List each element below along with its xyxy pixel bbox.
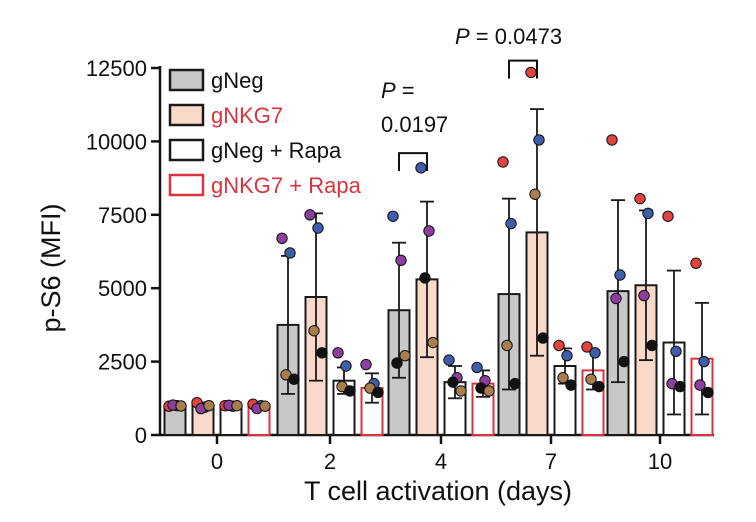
legend-swatch <box>168 138 205 162</box>
p-value-label: P = <box>381 78 415 103</box>
data-point <box>614 269 626 281</box>
p-value-text: = <box>396 78 415 103</box>
p-symbol: P <box>455 24 470 49</box>
data-point <box>537 332 549 344</box>
data-point <box>610 292 622 305</box>
data-point <box>646 339 658 352</box>
y-tick-label: 10000 <box>86 129 147 154</box>
data-point <box>395 254 407 267</box>
data-point <box>581 341 593 353</box>
annotations: P = 0.0197 P = 0.0473 <box>381 24 562 172</box>
y-tick-label: 0 <box>135 423 147 448</box>
data-point <box>259 400 271 412</box>
data-point <box>419 272 431 284</box>
x-axis-title: T cell activation (days) <box>304 476 572 506</box>
data-point <box>497 156 509 168</box>
data-point <box>415 162 427 174</box>
data-point <box>231 399 243 412</box>
data-point <box>561 350 573 362</box>
p-value-number: 0.0197 <box>381 112 448 137</box>
p-symbol: P <box>381 78 396 103</box>
data-point <box>288 373 300 385</box>
bars-layer <box>163 231 714 437</box>
p-value-label: P = 0.0473 <box>455 24 562 49</box>
legend-swatch <box>168 68 205 92</box>
data-point <box>509 377 521 390</box>
legend: gNeg gNKG7 gNeg + Rapa gNKG7 + Rapa <box>168 68 362 198</box>
y-tick-label: 2500 <box>98 350 147 375</box>
data-point <box>698 355 710 368</box>
data-point <box>638 289 650 302</box>
data-point <box>455 385 467 397</box>
data-point <box>340 360 352 372</box>
data-point <box>553 339 565 352</box>
significance-bracket <box>398 152 428 172</box>
x-tick-label: 10 <box>648 449 672 474</box>
legend-label: gNeg + Rapa <box>211 138 342 163</box>
data-point <box>670 345 682 358</box>
data-point <box>276 232 288 244</box>
data-points-layer <box>163 66 714 415</box>
y-tick-label: 5000 <box>98 276 147 301</box>
y-tick-label: 7500 <box>98 203 147 228</box>
data-point <box>387 210 399 222</box>
axes: 0 2500 5000 7500 10000 12500 0 2 4 7 10 <box>86 56 714 474</box>
data-point <box>316 347 328 359</box>
data-point <box>203 399 215 412</box>
data-point <box>585 373 597 385</box>
data-point <box>372 386 384 399</box>
data-point <box>694 379 706 391</box>
data-point <box>634 192 646 205</box>
data-point <box>427 336 439 349</box>
data-point <box>399 350 411 362</box>
data-point <box>391 357 403 369</box>
data-point <box>308 325 320 337</box>
data-point <box>483 385 495 397</box>
data-point <box>618 355 630 368</box>
legend-swatch <box>168 103 205 127</box>
x-tick-label: 7 <box>545 449 557 474</box>
data-point <box>312 222 324 234</box>
legend-label: gNKG7 <box>211 103 283 128</box>
p-value-text: = 0.0473 <box>470 24 562 49</box>
data-point <box>505 217 517 230</box>
data-point <box>662 210 674 222</box>
data-point <box>690 257 702 269</box>
y-tick-label: 12500 <box>86 56 147 81</box>
data-point <box>344 385 356 397</box>
x-tick-label: 4 <box>435 449 447 474</box>
data-point <box>606 134 618 146</box>
significance-bracket <box>508 59 538 79</box>
data-point <box>557 372 569 384</box>
y-axis-title: p-S6 (MFI) <box>36 203 66 332</box>
legend-swatch <box>168 173 205 197</box>
data-point <box>593 380 605 393</box>
data-point <box>304 209 316 221</box>
x-tick-label: 2 <box>324 449 336 474</box>
data-point <box>423 225 435 237</box>
data-point <box>642 207 654 220</box>
data-point <box>175 400 187 412</box>
data-point <box>674 380 686 393</box>
data-point <box>360 358 372 371</box>
legend-label: gNKG7 + Rapa <box>211 173 362 198</box>
data-point <box>443 354 455 366</box>
data-point <box>332 347 344 359</box>
legend-label: gNeg <box>211 68 264 93</box>
data-point <box>589 347 601 359</box>
data-point <box>533 134 545 146</box>
data-point <box>284 247 296 259</box>
data-point <box>525 66 537 79</box>
data-point <box>501 339 513 352</box>
data-point <box>702 386 714 399</box>
data-point <box>529 188 541 200</box>
data-point <box>471 361 483 374</box>
data-point <box>565 379 577 391</box>
x-tick-label: 0 <box>211 449 223 474</box>
data-point <box>447 376 459 388</box>
